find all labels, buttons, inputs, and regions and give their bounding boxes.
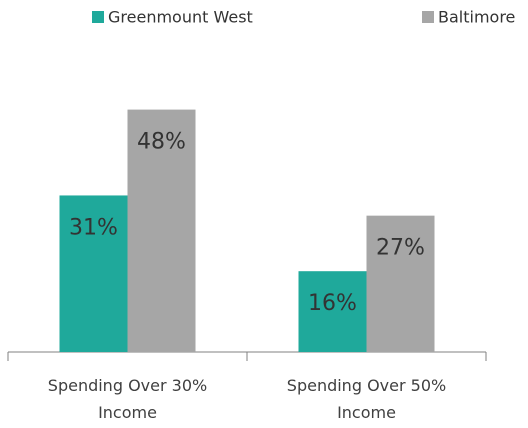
x-tick-label: Spending Over 30% Income — [47, 376, 208, 422]
data-label: 48% — [137, 130, 186, 155]
data-label: 31% — [69, 215, 118, 240]
legend-label: Baltimore — [438, 8, 515, 27]
bar — [127, 109, 196, 352]
legend-swatch — [92, 11, 104, 23]
bar — [59, 195, 128, 352]
bar — [298, 271, 367, 352]
bar — [366, 215, 435, 352]
data-label: 27% — [376, 236, 425, 261]
data-label: 16% — [308, 291, 357, 316]
legend-swatch — [422, 11, 434, 23]
x-tick-label: Spending Over 50% Income — [286, 376, 447, 422]
legend-label: Greenmount West — [108, 8, 253, 27]
